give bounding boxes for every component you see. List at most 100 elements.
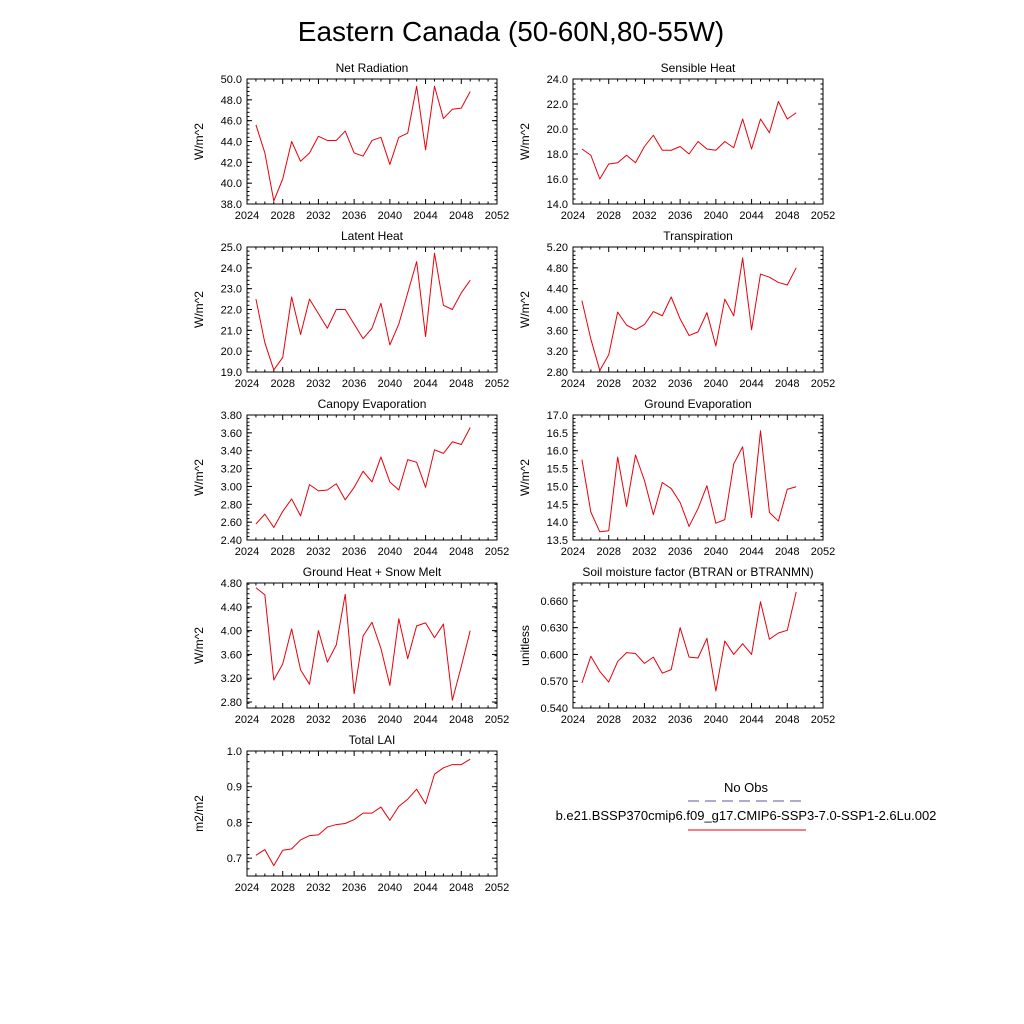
panel-title: Ground Evaporation — [644, 397, 751, 411]
x-tick-label: 2040 — [704, 546, 728, 558]
panel-5: Canopy Evaporation W/m^2 2024 2028 2032 2036 2… — [192, 397, 509, 558]
x-tick-label: 2040 — [378, 882, 402, 894]
y-tick-label: 3.40 — [221, 446, 242, 458]
y-tick-label: 18.0 — [547, 149, 568, 161]
y-tick-label: 13.5 — [547, 535, 568, 547]
x-tick-label: 2032 — [632, 378, 656, 390]
x-tick-label: 2032 — [632, 546, 656, 558]
x-tick-label: 2024 — [235, 882, 259, 894]
y-tick-label: 3.80 — [221, 410, 242, 422]
y-axis-label: unitless — [518, 625, 532, 666]
x-tick-label: 2024 — [561, 714, 585, 726]
x-tick-label: 2048 — [775, 210, 799, 222]
y-tick-label: 4.40 — [221, 602, 242, 614]
panel-8: Soil moisture factor (BTRAN or BTRANMN) u… — [518, 565, 835, 726]
panel-title: Transpiration — [663, 229, 733, 243]
panel-2: Sensible Heat W/m^2 2024 2028 2032 2036 2040 20… — [518, 61, 835, 222]
y-tick-label: 24.0 — [221, 263, 242, 275]
y-tick-label: 21.0 — [221, 325, 242, 337]
y-tick-label: 44.0 — [221, 137, 242, 149]
y-tick-label: 25.0 — [221, 242, 242, 254]
x-tick-label: 2028 — [596, 378, 620, 390]
y-tick-label: 20.0 — [221, 346, 242, 358]
y-tick-label: 20.0 — [547, 124, 568, 136]
x-tick-label: 2044 — [413, 210, 437, 222]
x-tick-label: 2052 — [811, 210, 835, 222]
x-tick-label: 2044 — [739, 546, 763, 558]
x-tick-label: 2028 — [270, 882, 294, 894]
y-tick-label: 5.20 — [547, 242, 568, 254]
x-tick-label: 2036 — [342, 378, 366, 390]
y-tick-label: 0.9 — [227, 782, 242, 794]
y-tick-label: 3.60 — [547, 325, 568, 337]
y-tick-label: 1.0 — [227, 746, 242, 758]
y-tick-label: 19.0 — [221, 367, 242, 379]
plot-frame — [572, 246, 824, 373]
x-tick-label: 2024 — [235, 546, 259, 558]
y-tick-label: 46.0 — [221, 116, 242, 128]
y-axis-label: W/m^2 — [192, 459, 206, 496]
y-tick-label: 2.80 — [221, 499, 242, 511]
x-tick-label: 2048 — [449, 546, 473, 558]
y-axis-label: W/m^2 — [192, 627, 206, 664]
x-tick-label: 2048 — [449, 210, 473, 222]
y-tick-label: 0.600 — [540, 649, 568, 661]
x-tick-label: 2052 — [811, 714, 835, 726]
series-line — [581, 591, 797, 692]
x-tick-label: 2024 — [235, 714, 259, 726]
x-tick-label: 2032 — [306, 714, 330, 726]
x-tick-label: 2032 — [632, 210, 656, 222]
y-tick-label: 3.20 — [221, 673, 242, 685]
series-line — [255, 587, 471, 701]
x-tick-label: 2036 — [342, 714, 366, 726]
y-tick-label: 0.630 — [540, 623, 568, 635]
x-tick-label: 2024 — [561, 378, 585, 390]
y-tick-label: 48.0 — [221, 95, 242, 107]
panel-3: Latent Heat W/m^2 2024 2028 2032 2036 2040 2044… — [192, 229, 509, 390]
panels: Net Radiation W/m^2 2024 2028 2032 2036 2040 20… — [192, 61, 835, 894]
x-tick-label: 2052 — [485, 882, 509, 894]
panel-6: Ground Evaporation W/m^2 2024 2028 2032 2036 2… — [518, 397, 835, 558]
y-tick-label: 0.540 — [540, 703, 568, 715]
y-tick-label: 2.60 — [221, 517, 242, 529]
x-tick-label: 2040 — [378, 210, 402, 222]
panel-title: Net Radiation — [336, 61, 409, 75]
x-tick-label: 2044 — [739, 378, 763, 390]
y-tick-label: 17.0 — [547, 410, 568, 422]
x-tick-label: 2032 — [306, 210, 330, 222]
x-tick-label: 2032 — [306, 882, 330, 894]
x-tick-label: 2028 — [596, 546, 620, 558]
x-tick-label: 2044 — [413, 882, 437, 894]
series-line — [255, 427, 471, 528]
x-tick-label: 2024 — [235, 378, 259, 390]
x-tick-label: 2036 — [668, 378, 692, 390]
figure-title: Eastern Canada (50-60N,80-55W) — [298, 16, 724, 47]
y-tick-label: 14.5 — [547, 499, 568, 511]
y-tick-label: 23.0 — [221, 284, 242, 296]
y-tick-label: 3.60 — [221, 649, 242, 661]
y-tick-label: 4.00 — [547, 305, 568, 317]
y-tick-label: 0.7 — [227, 853, 242, 865]
x-tick-label: 2040 — [378, 714, 402, 726]
x-tick-label: 2028 — [596, 714, 620, 726]
x-tick-label: 2036 — [668, 546, 692, 558]
x-tick-label: 2032 — [306, 378, 330, 390]
y-tick-label: 15.0 — [547, 481, 568, 493]
plot-frame — [572, 582, 824, 709]
y-tick-label: 16.0 — [547, 174, 568, 186]
x-tick-label: 2052 — [485, 210, 509, 222]
x-tick-label: 2048 — [775, 546, 799, 558]
x-tick-label: 2044 — [413, 546, 437, 558]
plot-frame — [246, 246, 498, 373]
x-tick-label: 2036 — [668, 714, 692, 726]
y-axis-label: W/m^2 — [192, 291, 206, 328]
x-tick-label: 2044 — [413, 714, 437, 726]
legend-label-obs: No Obs — [724, 780, 769, 795]
series-line — [581, 101, 797, 180]
x-tick-label: 2040 — [704, 378, 728, 390]
x-tick-label: 2052 — [485, 546, 509, 558]
legend-label-model: b.e21.BSSP370cmip6.f09_g17.CMIP6-SSP3-7.… — [556, 808, 937, 823]
x-tick-label: 2036 — [342, 882, 366, 894]
y-tick-label: 40.0 — [221, 178, 242, 190]
